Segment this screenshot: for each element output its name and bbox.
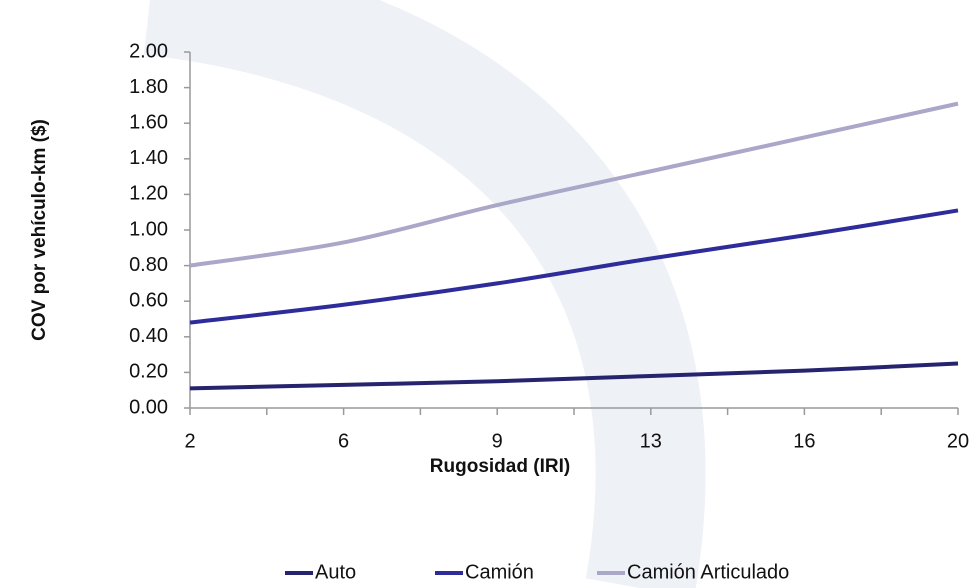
legend-label: Camión <box>465 561 534 583</box>
y-tick-label: 1.40 <box>129 147 168 169</box>
y-tick-label: 1.80 <box>129 76 168 98</box>
y-tick-label: 1.00 <box>129 218 168 240</box>
y-tick-label: 1.60 <box>129 111 168 133</box>
y-tick-label: 1.20 <box>129 183 168 205</box>
series-line <box>189 101 959 268</box>
y-tick-label: 0.80 <box>129 254 168 276</box>
watermark <box>143 0 706 588</box>
series-line <box>189 208 959 325</box>
x-tick-label: 20 <box>947 430 969 452</box>
x-tick-label: 13 <box>640 430 662 452</box>
legend-label: Camión Articulado <box>627 561 789 583</box>
x-tick-label: 9 <box>492 430 503 452</box>
x-tick-label: 6 <box>338 430 349 452</box>
legend-label: Auto <box>315 561 356 583</box>
x-tick-label: 16 <box>793 430 815 452</box>
series-line <box>189 361 959 391</box>
y-tick-label: 0.00 <box>129 396 168 418</box>
y-tick-label: 0.60 <box>129 289 168 311</box>
y-axis-title: COV por vehículo-km ($) <box>29 119 50 341</box>
y-tick-label: 2.00 <box>129 40 168 62</box>
y-tick-label: 0.40 <box>129 325 168 347</box>
x-tick-label: 2 <box>184 430 195 452</box>
x-axis-title: Rugosidad (IRI) <box>430 456 570 477</box>
y-tick-label: 0.20 <box>129 361 168 383</box>
